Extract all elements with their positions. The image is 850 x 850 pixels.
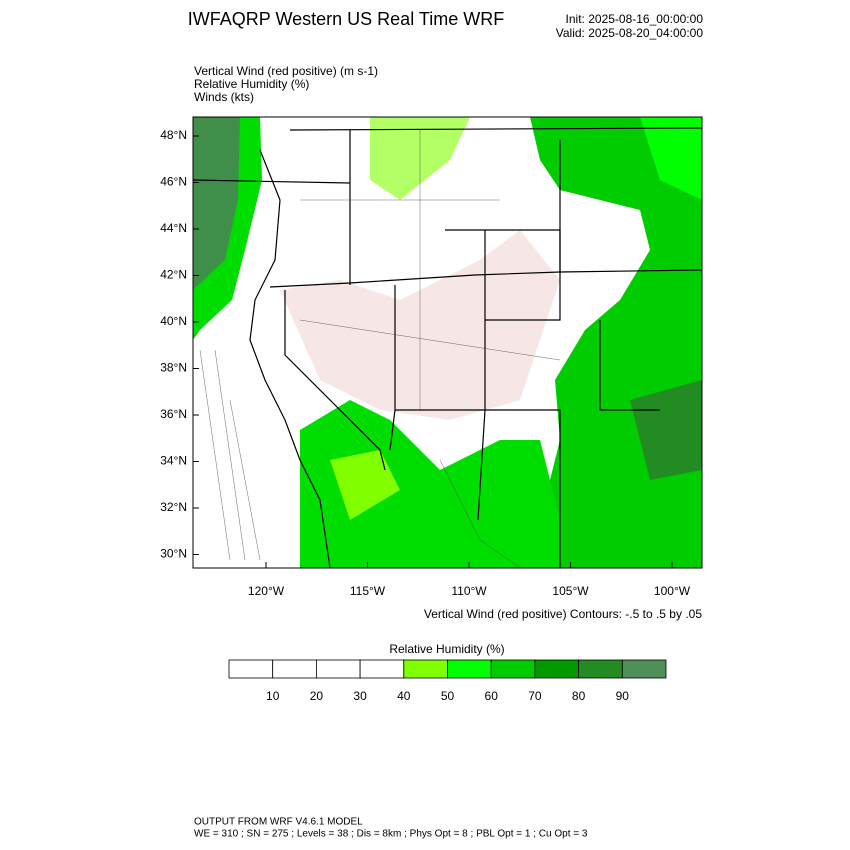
colorbar-box [578,659,623,679]
lat-label: 30°N [160,547,187,561]
colorbar-box [272,659,317,679]
colorbar-box [621,659,667,679]
lat-label: 46°N [160,175,187,189]
map [192,116,703,569]
title: IWFAQRP Western US Real Time WRF [188,9,504,29]
colorbar-box [403,659,448,679]
lat-label: 40°N [160,314,187,328]
colorbar-label: 90 [616,689,630,703]
footer: WE = 310 ; SN = 275 ; Levels = 38 ; Dis … [194,829,588,840]
init-time: Init: 2025-08-16_00:00:00 [566,12,704,26]
colorbar-label: 80 [572,689,586,703]
field-label: Winds (kts) [194,90,254,104]
colorbar-box [534,659,580,679]
lat-label: 32°N [160,500,187,514]
lat-label: 34°N [160,454,187,468]
colorbar-label: 20 [310,689,324,703]
colorbar-label: 40 [397,689,411,703]
lon-label: 120°W [248,584,285,598]
field-label: Vertical Wind (red positive) (m s-1) [194,64,378,78]
colorbar-box [228,659,274,679]
lat-label: 44°N [160,221,187,235]
colorbar-box [359,659,405,679]
lon-label: 115°W [350,584,386,598]
lat-label: 42°N [160,268,187,282]
lat-label: 38°N [160,361,187,375]
colorbar-box [490,659,536,679]
contour-note: Vertical Wind (red positive) Contours: -… [424,607,702,621]
colorbar-label: 10 [266,689,280,703]
colorbar-box [315,659,361,679]
colorbar-label: 50 [441,689,455,703]
lon-label: 110°W [451,584,487,598]
field-label: Relative Humidity (%) [194,77,309,91]
lat-label: 48°N [160,128,187,142]
colorbar: 10 20 30 40 50 60 70 80 90 [228,659,667,703]
lon-label: 105°W [552,584,589,598]
lat-label: 36°N [160,407,187,421]
colorbar-title: Relative Humidity (%) [389,642,504,656]
colorbar-label: 60 [485,689,499,703]
lon-label: 100°W [654,584,691,598]
colorbar-box [447,659,492,679]
colorbar-label: 70 [528,689,542,703]
footer: OUTPUT FROM WRF V4.6.1 MODEL [194,817,363,828]
colorbar-label: 30 [353,689,367,703]
valid-time: Valid: 2025-08-20_04:00:00 [556,26,704,40]
